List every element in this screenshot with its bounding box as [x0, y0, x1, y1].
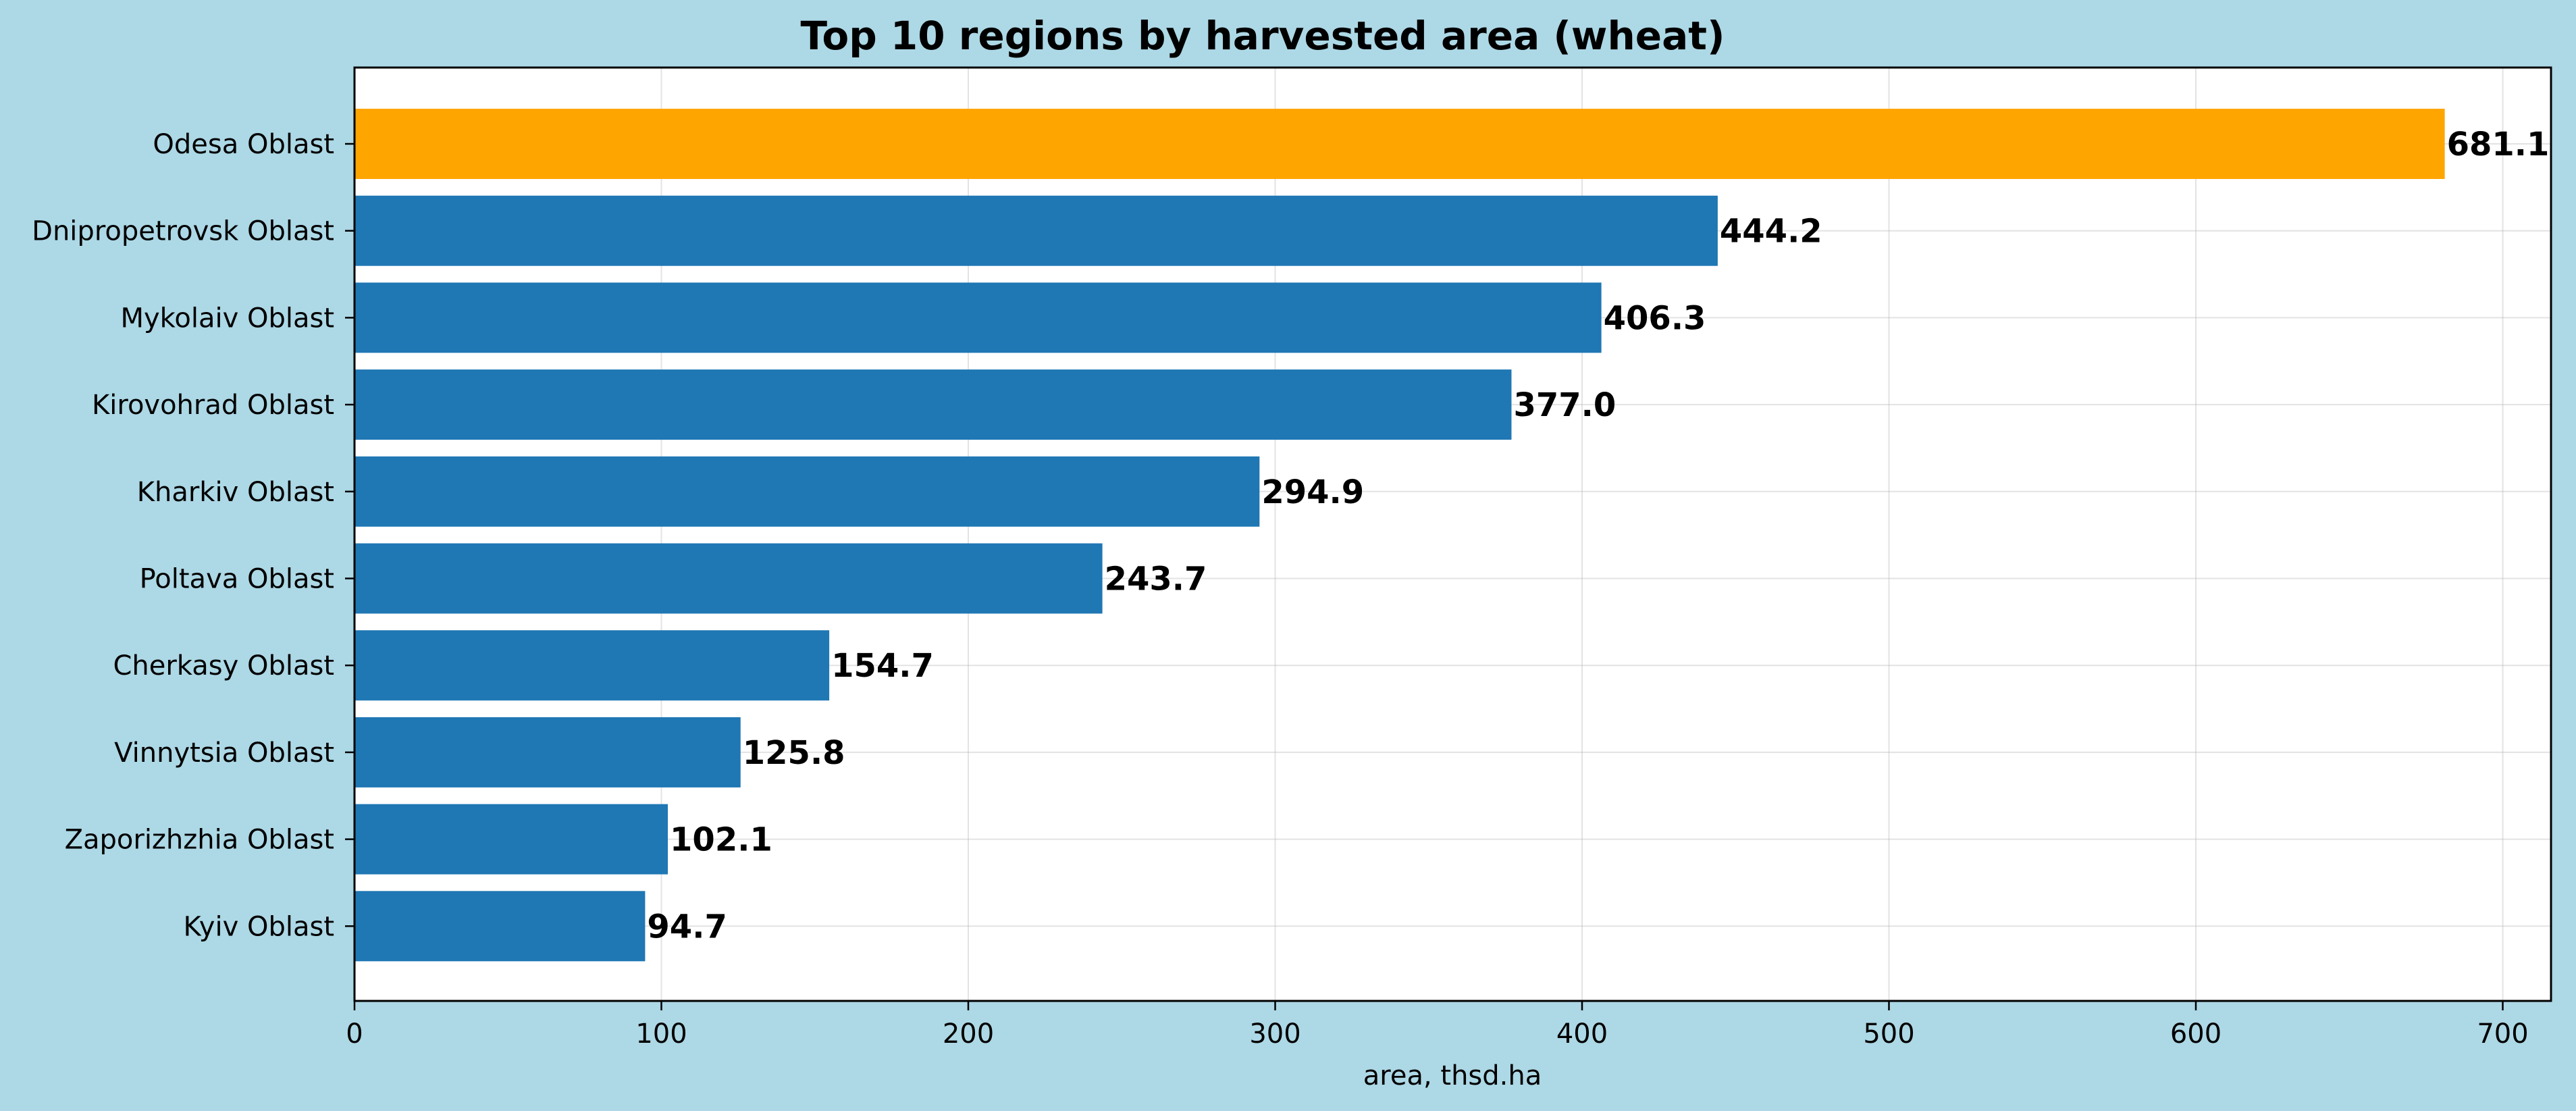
- bar-value-label: 406.3: [1604, 299, 1706, 337]
- x-axis-ticks: 0 100 200 300 400 500 600 700: [346, 1001, 2529, 1050]
- y-tick-label: Dnipropetrovsk Oblast: [32, 216, 334, 247]
- data-labels: 681.1 444.2 406.3 377.0 294.9 243.7 154.7 125.8…: [647, 126, 2549, 946]
- bar-mykolaiv-oblast: [354, 282, 1602, 353]
- bar-value-label: 294.9: [1261, 473, 1364, 511]
- y-tick-label: Odesa Oblast: [153, 129, 334, 160]
- bar-kyiv-oblast: [354, 891, 646, 962]
- x-tick-label: 200: [943, 1018, 994, 1050]
- x-tick-label: 100: [635, 1018, 687, 1050]
- y-tick-label: Kyiv Oblast: [183, 911, 334, 942]
- y-tick-label: Kharkiv Oblast: [137, 477, 334, 508]
- y-tick-label: Cherkasy Oblast: [113, 650, 334, 681]
- bars: [354, 109, 2445, 962]
- bar-poltava-oblast: [354, 543, 1103, 614]
- x-tick-label: 700: [2477, 1018, 2528, 1050]
- bar-value-label: 444.2: [1720, 213, 1822, 251]
- x-tick-label: 600: [2170, 1018, 2222, 1050]
- y-tick-label: Vinnytsia Oblast: [114, 738, 334, 769]
- x-tick-label: 300: [1249, 1018, 1300, 1050]
- y-axis-ticks: Odesa Oblast Dnipropetrovsk Oblast Mykolai…: [32, 129, 354, 942]
- y-tick-label: Mykolaiv Oblast: [120, 303, 334, 334]
- bar-value-label: 681.1: [2447, 126, 2550, 163]
- bar-dnipropetrovsk-oblast: [354, 195, 1718, 266]
- bar-vinnytsia-oblast: [354, 717, 741, 787]
- bar-value-label: 94.7: [647, 908, 727, 946]
- x-tick-label: 400: [1556, 1018, 1608, 1050]
- bar-cherkasy-oblast: [354, 630, 830, 701]
- bar-odesa-oblast: [354, 109, 2445, 179]
- plot-border: [353, 66, 2552, 1002]
- bar-value-label: 377.0: [1513, 386, 1616, 424]
- bar-value-label: 102.1: [670, 821, 772, 859]
- y-tick-label: Poltava Oblast: [140, 564, 334, 595]
- chart-title: Top 10 regions by harvested area (wheat): [800, 13, 1725, 59]
- bar-value-label: 243.7: [1105, 561, 1207, 598]
- x-tick-label: 500: [1863, 1018, 1914, 1050]
- bar-value-label: 154.7: [831, 647, 934, 685]
- bar-value-label: 125.8: [743, 734, 845, 772]
- x-tick-label: 0: [346, 1018, 363, 1050]
- bar-kharkiv-oblast: [354, 456, 1260, 527]
- bar-zaporizhzhia-oblast: [354, 804, 668, 875]
- bar-kirovohrad-oblast: [354, 369, 1512, 440]
- x-axis-label: area, thsd.ha: [1363, 1060, 1542, 1091]
- y-tick-label: Kirovohrad Oblast: [92, 390, 334, 421]
- y-tick-label: Zaporizhzhia Oblast: [65, 825, 334, 856]
